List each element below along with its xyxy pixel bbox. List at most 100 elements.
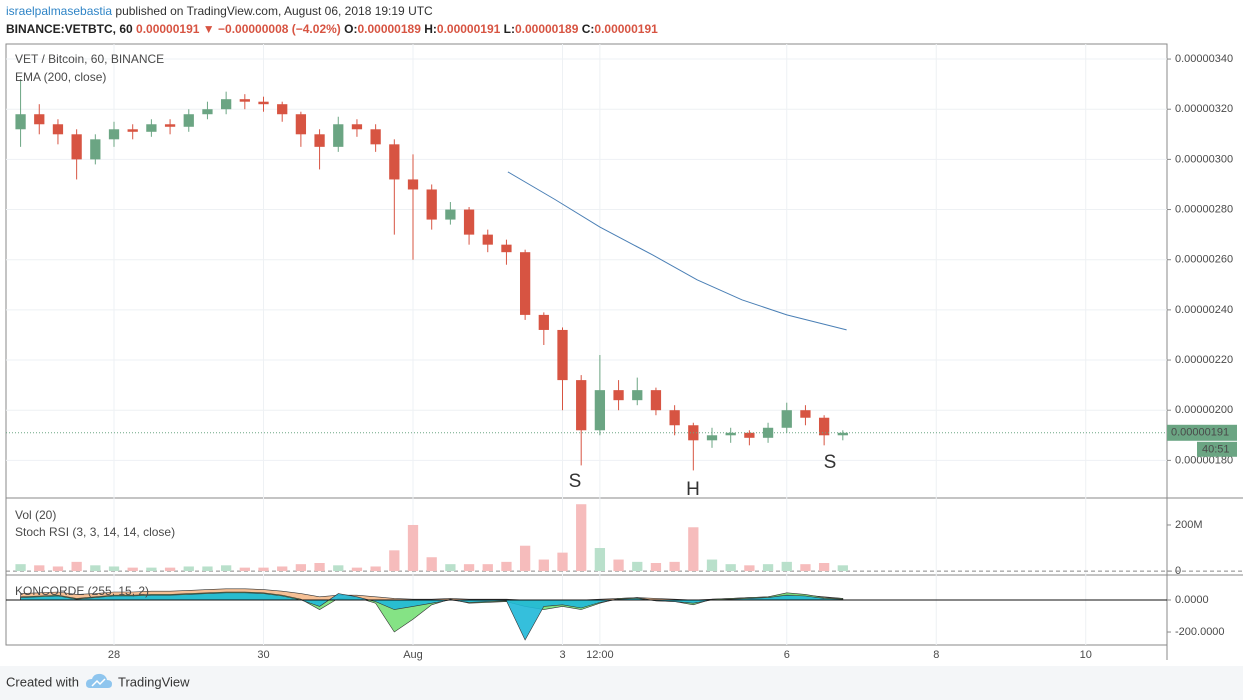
y-tick-label: 0.00000180 [1175,454,1233,466]
candle-body [800,410,811,418]
volume-bar [426,557,437,572]
volume-bar [594,548,606,572]
y-tick-label: 0.00000340 [1175,53,1233,65]
y-tick-label: 0.00000280 [1175,203,1233,215]
candle-body [220,99,232,110]
candle-body [333,124,344,147]
ohlc-value: 0.00000189 [357,22,421,36]
candle-body [34,114,45,125]
volume-bar [52,566,64,572]
x-tick-label: 8 [933,649,939,661]
y-tick-label: 0.00000260 [1175,254,1233,266]
candle-body [744,432,755,438]
volume-bar [202,566,213,572]
price: 0.00000191 [136,22,200,36]
volume-bar [688,527,699,572]
volume-bar [669,561,680,572]
tradingview-logo[interactable] [86,673,112,688]
x-tick-label: 28 [108,649,120,661]
footer-created: Created with [6,674,79,689]
ohlc-value: 0.00000189 [515,22,579,36]
published: published on TradingView.com, August 06,… [115,4,433,18]
ohlc-label: C: [582,22,595,36]
y-tick-label: 0.00000300 [1175,153,1233,165]
candle-body [90,139,101,160]
volume-bar [314,563,325,572]
volume-bar [220,565,232,572]
countdown-label: 40:51 [1202,444,1230,456]
candle-body [295,114,307,135]
chart-title: VET / Bitcoin, 60, BINANCE [15,52,164,66]
y-tick-label: 0.0000 [1175,594,1209,606]
x-tick-label: 12:00 [586,649,614,661]
volume-bar [538,559,549,572]
volume-bar [725,564,736,572]
candle-body [108,129,120,140]
volume-bar [164,567,176,572]
volume-bar [837,565,848,572]
ohlc-label: O: [344,22,357,36]
candle-body [407,179,419,190]
x-tick-label: Aug [403,649,423,661]
volume-bar [351,567,363,572]
symbol-line: BINANCE:VETBTC, 60 0.00000191 ▼ −0.00000… [6,22,658,36]
candle-body [183,114,194,127]
candle-body [781,410,792,428]
candle-body [164,124,176,127]
volume-bar [146,567,157,572]
candle-body [426,189,437,220]
volume-bar [781,561,792,572]
candle-body [15,114,26,130]
change-arrow: ▼ [203,22,215,36]
volume-bar [706,559,718,572]
pattern-annotation: S [824,452,837,473]
volume-legend: Vol (20) [15,508,56,522]
symbol: BINANCE:VETBTC, 60 [6,22,133,36]
volume-bar [90,565,101,572]
candle-body [650,390,662,411]
candle-body [557,329,568,381]
y-tick-label: 0.00000200 [1175,404,1233,416]
footer-brand[interactable]: TradingView [118,674,190,689]
candle-body [127,129,138,132]
volume-bar [15,564,26,572]
author[interactable]: israelpalmasebastia [6,4,112,18]
volume-bar [108,566,120,572]
candle-body [519,252,531,315]
plot-area: 28 30 Aug 3 12:00 6 8 10 0.00000180 0.00000200 0.0… [5,43,1243,661]
x-tick-label: 3 [559,649,565,661]
candle-body [706,435,718,441]
candle-body [351,124,363,130]
volume-bar [34,565,45,572]
ohlc-value: 0.00000191 [594,22,658,36]
candle-body [239,99,250,102]
volume-bar [277,566,288,572]
candle-body [463,209,475,235]
ohlc-label: H: [424,22,437,36]
candle-body [258,101,269,105]
volume-bar [295,564,307,572]
volume-bar [445,564,456,572]
ohlc-value: 0.00000191 [437,22,501,36]
candle-body [501,244,512,253]
y-tick-label: 0.00000320 [1175,103,1233,115]
last-price-label: 0.00000191 [1171,427,1229,439]
volume-bar [407,524,419,572]
x-tick-label: 6 [784,649,790,661]
volume-bar [519,545,531,572]
volume-bar [632,561,643,572]
volume-bar [463,564,475,572]
volume-bar [650,563,662,572]
stoch-legend: Stoch RSI (3, 3, 14, 14, close) [15,525,175,539]
volume-bar [333,565,344,572]
ema-legend: EMA (200, close) [15,70,106,84]
volume-bar [818,563,830,572]
konkorde-legend: KONCORDE (255, 15, 2) [15,584,149,598]
candle-body [202,109,213,115]
volume-bar [127,567,138,572]
ema-line [507,171,847,331]
volume-bar [762,564,774,572]
volume-bar [239,567,250,572]
candle-body [370,129,381,145]
